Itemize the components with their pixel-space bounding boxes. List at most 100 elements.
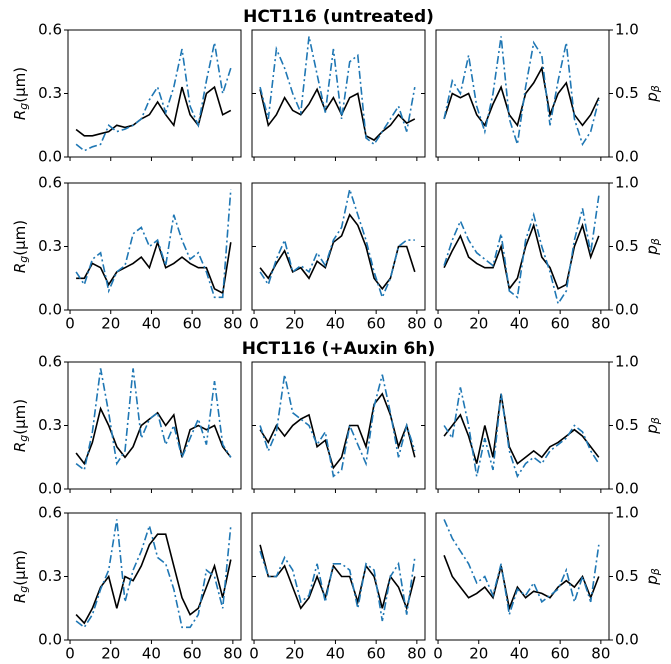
label-part: p <box>643 575 661 586</box>
x-tick-label: 0 <box>65 645 75 661</box>
x-tick-label: 80 <box>223 645 242 661</box>
x-tick-label: 40 <box>510 315 529 333</box>
label-sub: β <box>649 85 662 93</box>
rg-line <box>259 392 416 470</box>
p-beta-line <box>443 519 600 615</box>
p-beta-line <box>443 387 600 479</box>
y2-tick-label: 0.0 <box>615 631 639 649</box>
label-part: R <box>11 263 29 273</box>
y2-tick-label: 0.5 <box>615 237 639 255</box>
y2-axis-label: pβ <box>643 568 663 586</box>
y2-tick-label: 1.0 <box>615 21 639 39</box>
y2-tick-label: 0.0 <box>615 148 639 166</box>
x-tick-label: 60 <box>183 645 202 661</box>
x-tick-label: 60 <box>551 315 570 333</box>
p-beta-line <box>75 189 232 299</box>
y-tick-label: 0.0 <box>38 148 62 166</box>
label-sub: g <box>17 435 30 442</box>
y2-axis-label: pβ <box>643 417 663 435</box>
y-tick-label: 0.6 <box>38 21 62 39</box>
p-beta-line <box>259 374 416 478</box>
x-tick-label: 20 <box>469 315 488 333</box>
y2-tick-label: 1.0 <box>615 504 639 522</box>
y-axis-label: Rg(μm) <box>11 220 31 273</box>
rg-line <box>443 393 600 465</box>
y-axis-label: Rg(μm) <box>11 550 31 603</box>
x-tick-label: 20 <box>101 315 120 333</box>
x-tick-label: 0 <box>433 645 443 661</box>
panel-frame <box>251 512 426 641</box>
label-part: p <box>643 424 661 435</box>
x-tick-label: 0 <box>433 315 443 333</box>
label-part: p <box>643 92 661 103</box>
label-sub: g <box>17 256 30 263</box>
p-beta-line <box>443 36 600 147</box>
panel-frame <box>435 361 610 490</box>
x-tick-label: 40 <box>326 315 345 333</box>
y-tick-label: 0.3 <box>38 237 62 255</box>
p-beta-line <box>75 519 232 629</box>
x-tick-label: 40 <box>142 315 161 333</box>
p-beta-line <box>259 550 416 622</box>
y2-tick-label: 1.0 <box>615 353 639 371</box>
x-tick-label: 40 <box>510 645 529 661</box>
rg-line <box>259 213 416 291</box>
y-tick-label: 0.6 <box>38 353 62 371</box>
label-sub: β <box>649 417 662 425</box>
panel-frame <box>67 182 242 311</box>
label-sub: g <box>17 586 30 593</box>
y2-tick-label: 0.5 <box>615 416 639 434</box>
x-tick-label: 40 <box>142 645 161 661</box>
y-tick-label: 0.0 <box>38 631 62 649</box>
panel-frame <box>67 512 242 641</box>
y-axis-label: Rg(μm) <box>11 67 31 120</box>
p-beta-line <box>259 36 416 146</box>
y2-tick-label: 1.0 <box>615 174 639 192</box>
label-part: R <box>11 442 29 452</box>
panel-frame <box>435 29 610 158</box>
x-tick-label: 20 <box>285 315 304 333</box>
x-tick-label: 80 <box>591 315 610 333</box>
x-tick-label: 20 <box>101 645 120 661</box>
y-tick-label: 0.3 <box>38 567 62 585</box>
y-axis-label: Rg(μm) <box>11 399 31 452</box>
p-beta-line <box>443 195 600 306</box>
label-part: p <box>643 245 661 256</box>
x-tick-label: 80 <box>223 315 242 333</box>
y2-tick-label: 0.0 <box>615 301 639 319</box>
section-title: HCT116 (+Auxin 6h) <box>242 339 436 359</box>
y2-axis-label: pβ <box>643 85 663 103</box>
x-tick-label: 60 <box>183 315 202 333</box>
y-tick-label: 0.6 <box>38 504 62 522</box>
y2-tick-label: 0.0 <box>615 480 639 498</box>
y2-tick-label: 0.5 <box>615 567 639 585</box>
p-beta-line <box>75 42 232 152</box>
x-tick-label: 60 <box>551 645 570 661</box>
x-tick-label: 40 <box>326 645 345 661</box>
x-tick-label: 80 <box>407 645 426 661</box>
rg-line <box>76 239 232 295</box>
rg-line <box>75 85 232 137</box>
label-part: (μm) <box>11 399 29 435</box>
rg-line <box>259 87 416 142</box>
label-part: R <box>11 110 29 120</box>
y-tick-label: 0.6 <box>38 174 62 192</box>
section-title: HCT116 (untreated) <box>243 7 434 27</box>
rg-line <box>443 555 600 612</box>
y-tick-label: 0.3 <box>38 416 62 434</box>
label-part: (μm) <box>11 67 29 103</box>
x-tick-label: 0 <box>249 315 259 333</box>
rg-line <box>75 533 232 625</box>
x-tick-label: 60 <box>367 645 386 661</box>
p-beta-line <box>259 186 415 300</box>
x-tick-label: 0 <box>65 315 75 333</box>
y-tick-label: 0.3 <box>38 84 62 102</box>
label-sub: β <box>649 238 662 246</box>
y2-tick-label: 0.5 <box>615 84 639 102</box>
x-tick-label: 20 <box>285 645 304 661</box>
y-tick-label: 0.0 <box>38 301 62 319</box>
label-part: R <box>11 593 29 603</box>
label-part: (μm) <box>11 220 29 256</box>
